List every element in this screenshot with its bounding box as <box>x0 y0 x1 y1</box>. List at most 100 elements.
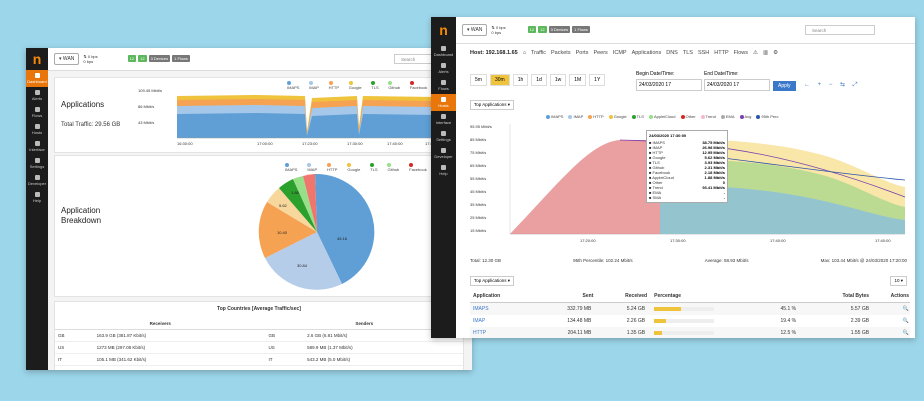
tab-ssh[interactable]: SSH <box>697 50 710 56</box>
left-topbar: ▾ WAN ⇅ 0 bps 0 bps 12 12 3 Devices 1 Flows … <box>48 48 472 71</box>
legend-item[interactable]: Facebook <box>409 162 431 172</box>
legend-swatch <box>309 80 314 85</box>
legend-item[interactable]: IMAP <box>307 162 322 172</box>
status-badge[interactable]: 3 Devices <box>148 55 171 62</box>
tab-applications[interactable]: Applications <box>631 50 662 56</box>
legend-item[interactable]: IMAPS <box>546 114 563 119</box>
range-button-1w[interactable]: 1w <box>549 74 567 86</box>
legend-item[interactable]: Trend <box>700 114 716 119</box>
page-size-select[interactable]: 10 ▾ <box>890 276 907 286</box>
legend-swatch <box>328 80 333 85</box>
sidebar-item-developer[interactable]: Developer <box>26 172 48 189</box>
legend-item[interactable]: Avg <box>739 114 751 119</box>
tab-http[interactable]: HTTP <box>714 50 729 56</box>
sidebar-item-flows[interactable]: Flows <box>26 104 48 121</box>
search-icon[interactable]: 🔍 <box>902 306 909 312</box>
range-button-30m[interactable]: 30m <box>489 74 510 86</box>
interface-select[interactable]: ▾ WAN <box>462 24 488 36</box>
range-button-1h[interactable]: 1h <box>512 74 529 86</box>
tab-flows[interactable]: Flows <box>733 50 749 56</box>
legend-item[interactable]: Google <box>348 80 367 90</box>
legend-item[interactable]: IMAP <box>309 80 323 90</box>
sidebar-label: Settings <box>29 164 45 169</box>
legend-item[interactable]: 95th Perc <box>756 114 778 119</box>
status-badge[interactable]: 12 <box>527 26 537 33</box>
status-badge[interactable]: 1 Flows <box>172 55 190 62</box>
legend-item[interactable]: TLS <box>631 114 644 119</box>
home-icon[interactable]: ⌂ <box>522 50 527 56</box>
tab-dns[interactable]: DNS <box>666 50 678 56</box>
interface-select[interactable]: ▾ WAN <box>54 53 80 65</box>
tooltip-series: ■ Google <box>649 155 666 160</box>
alert-icon[interactable]: ⚠ <box>753 50 758 56</box>
status-badge[interactable]: 12 <box>538 26 547 33</box>
app-link[interactable]: IMAP <box>473 318 486 324</box>
app-link[interactable]: HTTP <box>473 330 487 336</box>
legend-item[interactable]: Other <box>680 114 696 119</box>
sidebar-item-settings[interactable]: Settings <box>431 128 456 145</box>
legend-swatch <box>347 162 352 167</box>
search-icon[interactable]: 🔍 <box>902 318 909 324</box>
legend-item[interactable]: Github <box>388 80 404 90</box>
end-input[interactable]: 24/03/2020 17 <box>704 79 770 91</box>
legend-item[interactable]: HTTP <box>327 162 342 172</box>
status-badge[interactable]: 12 <box>138 55 147 62</box>
sidebar-item-hosts[interactable]: Hosts <box>26 121 48 138</box>
sidebar-item-help[interactable]: Help <box>26 189 48 206</box>
legend-item[interactable]: Google <box>608 114 627 119</box>
sidebar-item-dashboard[interactable]: Dashboard <box>26 70 48 87</box>
apply-button[interactable]: Apply <box>773 81 796 91</box>
search-input[interactable]: Search <box>805 25 875 35</box>
chart-icon[interactable]: ▥ <box>762 50 769 56</box>
tab-ports[interactable]: Ports <box>575 50 589 56</box>
search-icon[interactable]: 🔍 <box>902 330 909 336</box>
legend-item[interactable]: IMAP <box>568 114 583 119</box>
top-apps-dropdown[interactable]: Top Applications ▾ <box>470 100 515 110</box>
sidebar-item-flows[interactable]: Flows <box>431 77 456 94</box>
range-button-1M[interactable]: 1M <box>569 74 587 86</box>
sidebar-item-alerts[interactable]: Alerts <box>26 87 48 104</box>
tab-peers[interactable]: Peers <box>593 50 608 56</box>
tab-icmp[interactable]: ICMP <box>612 50 627 56</box>
legend-item[interactable]: Facebook <box>409 80 432 90</box>
apps-table: Application Sent Received Percentage Tot… <box>470 290 910 338</box>
legend-item[interactable]: TLS <box>371 80 383 90</box>
legend-item[interactable]: TLS <box>370 162 382 172</box>
status-badge[interactable]: 3 Devices <box>548 26 571 33</box>
legend-label: Other <box>685 114 696 119</box>
country-code: GB <box>58 333 65 338</box>
range-button-1d[interactable]: 1d <box>531 74 547 86</box>
tab-packets[interactable]: Packets <box>551 50 571 56</box>
legend-item[interactable]: IMAPS <box>287 80 304 90</box>
status-badge[interactable]: 1 Flows <box>572 26 590 33</box>
sidebar-item-alerts[interactable]: Alerts <box>431 60 456 77</box>
status-badge[interactable]: 12 <box>127 55 137 62</box>
range-button-5m[interactable]: 5m <box>470 74 487 86</box>
top-apps-table-dropdown[interactable]: Top Applications ▾ <box>470 276 515 286</box>
sidebar-item-interface[interactable]: Interface <box>431 111 456 128</box>
gear-icon[interactable]: ⚙ <box>773 50 779 56</box>
tab-traffic[interactable]: Traffic <box>531 50 547 56</box>
tab-tls[interactable]: TLS <box>682 50 693 56</box>
begin-input[interactable]: 24/03/2020 17 <box>636 79 702 91</box>
legend-label: AppleiCloud <box>653 114 676 119</box>
sidebar-item-settings[interactable]: Settings <box>26 155 48 172</box>
legend-item[interactable]: Google <box>347 162 365 172</box>
sidebar-item-help[interactable]: Help <box>431 162 456 179</box>
range-button-1Y[interactable]: 1Y <box>589 74 606 86</box>
legend-item[interactable]: Github <box>387 162 404 172</box>
app-link[interactable]: IMAPS <box>473 306 489 312</box>
sidebar-item-hosts[interactable]: Hosts <box>431 94 456 111</box>
legend-item[interactable]: HTTP <box>588 114 604 119</box>
sidebar-item-dashboard[interactable]: Dashboard <box>431 43 456 60</box>
legend-item[interactable]: EMA <box>720 114 735 119</box>
countries-card: Top Countries [Average Traffic/sec] Rece… <box>54 301 464 370</box>
zoom-controls[interactable]: ← + − ⇆ ⤢ <box>804 82 861 88</box>
legend-item[interactable]: HTTP <box>328 80 344 90</box>
legend-item[interactable]: IMAPS <box>285 162 302 172</box>
right-content: Host: 192.168.1.65 ⌂ Traffic Packets Ports… <box>456 44 915 338</box>
legend-item[interactable]: AppleiCloud <box>648 114 676 119</box>
sidebar-item-interface[interactable]: Interface <box>26 138 48 155</box>
sidebar-item-developer[interactable]: Developer <box>431 145 456 162</box>
sidebar-label: Interface <box>29 147 45 152</box>
